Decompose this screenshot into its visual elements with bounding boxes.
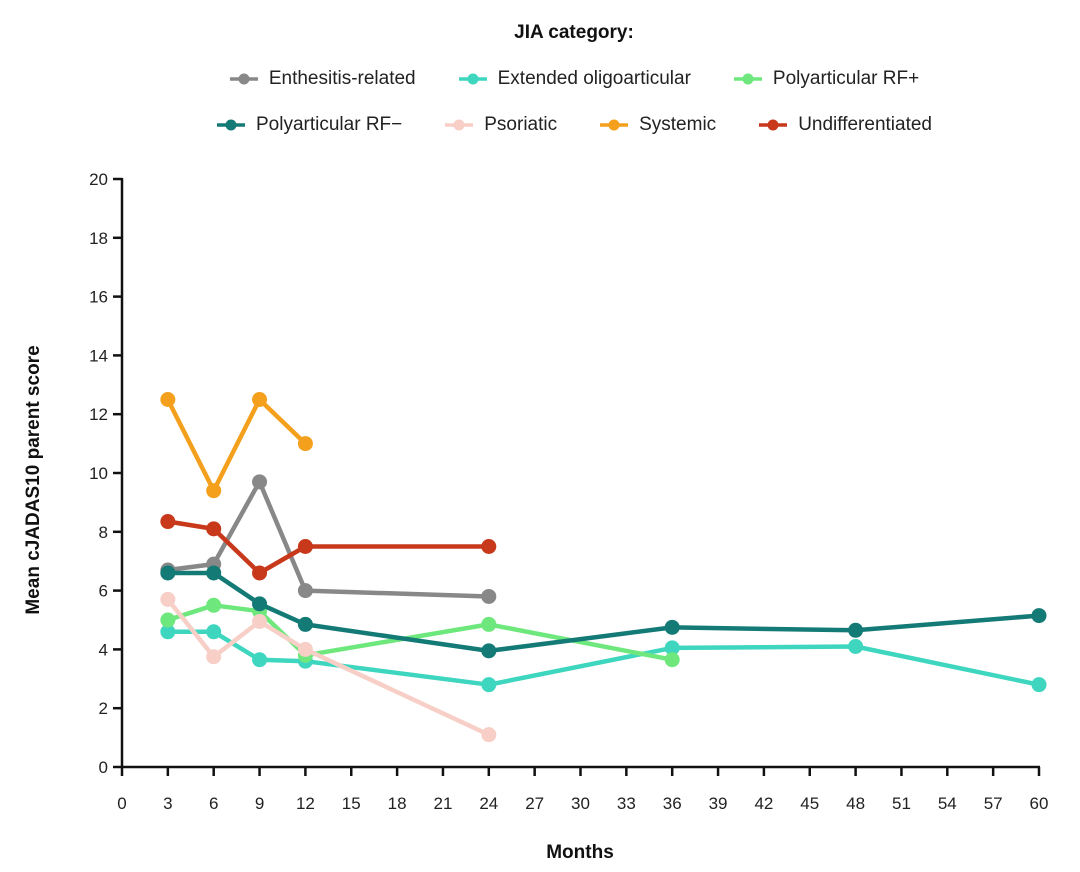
data-point-extended-oligoarticular <box>1031 677 1047 693</box>
data-point-extended-oligoarticular <box>252 652 268 668</box>
data-point-psoriatic <box>481 727 497 743</box>
data-point-systemic <box>297 436 313 452</box>
x-tick-label: 24 <box>479 794 498 813</box>
legend-label: Enthesitis-related <box>268 68 416 89</box>
legend-item-extended-oligoarticular: Extended oligoarticular <box>458 68 691 90</box>
data-point-enthesitis-related <box>297 583 313 599</box>
series-line-extended-oligoarticular <box>165 629 1042 687</box>
series-line-psoriatic <box>165 597 492 737</box>
x-tick-label: 42 <box>754 794 773 813</box>
y-tick-label: 4 <box>99 640 108 659</box>
x-tick-label: 36 <box>663 794 682 813</box>
legend-swatch-icon <box>759 119 788 131</box>
data-point-polyarticular-rf <box>252 596 268 612</box>
x-tick-label: 48 <box>846 794 865 813</box>
x-tick-label: 54 <box>938 794 957 813</box>
x-tick-label: 18 <box>388 794 407 813</box>
x-axis-title: Months <box>546 842 614 863</box>
x-tick-label: 6 <box>209 794 218 813</box>
legend-item-systemic: Systemic <box>599 114 716 136</box>
data-point-undifferentiated <box>297 539 313 554</box>
data-point-undifferentiated <box>252 565 268 581</box>
data-point-polyarticular-rf <box>848 622 864 638</box>
legend-swatch-icon <box>445 119 474 131</box>
data-point-extended-oligoarticular <box>160 624 176 640</box>
legend-row: Enthesitis-related Extended oligoarticula… <box>0 68 1080 90</box>
y-tick-label: 12 <box>89 405 108 424</box>
data-point-psoriatic <box>252 613 268 629</box>
legend-item-psoriatic: Psoriatic <box>444 114 557 136</box>
x-tick-label: 57 <box>984 794 1003 813</box>
y-tick-label: 20 <box>89 170 108 189</box>
data-point-extended-oligoarticular <box>848 638 864 654</box>
legend-label: Psoriatic <box>484 114 558 135</box>
legend-label: Undifferentiated <box>798 114 932 135</box>
y-tick-label: 16 <box>89 288 108 307</box>
legend-swatch-icon <box>229 73 258 85</box>
legend-swatch-icon <box>600 119 629 131</box>
x-tick-label: 27 <box>525 794 544 813</box>
y-tick-label: 2 <box>99 699 108 718</box>
y-axis-title: Mean cJADAS10 parent score <box>23 345 44 614</box>
data-point-psoriatic <box>206 649 222 665</box>
y-tick-label: 18 <box>89 229 108 248</box>
series-line-systemic <box>165 397 308 493</box>
x-tick-label: 15 <box>342 794 361 813</box>
data-point-polyarticular-rf <box>160 612 176 628</box>
y-tick-label: 10 <box>89 464 108 483</box>
legend-label: Polyarticular RF− <box>256 114 403 135</box>
data-point-enthesitis-related <box>481 588 497 604</box>
legend-swatch-icon <box>733 73 762 85</box>
data-point-psoriatic <box>297 641 313 657</box>
x-tick-label: 33 <box>617 794 636 813</box>
data-point-polyarticular-rf <box>664 652 680 668</box>
x-tick-label: 60 <box>1030 794 1049 813</box>
legend-label: Systemic <box>639 114 717 135</box>
legend-label: Extended oligoarticular <box>497 68 691 89</box>
data-point-systemic <box>206 483 222 499</box>
legend-row: Polyarticular RF− Psoriatic Systemic Undiff… <box>0 114 1080 136</box>
data-point-undifferentiated <box>160 514 176 530</box>
x-tick-label: 9 <box>255 794 264 813</box>
x-tick-label: 0 <box>117 794 126 813</box>
x-tick-label: 39 <box>709 794 728 813</box>
y-tick-label: 14 <box>89 346 108 365</box>
data-point-systemic <box>160 392 176 407</box>
y-tick-label: 0 <box>99 758 108 777</box>
x-tick-label: 45 <box>800 794 819 813</box>
legend-item-polyarticular-rf: Polyarticular RF− <box>216 114 402 136</box>
data-point-polyarticular-rf <box>206 565 222 581</box>
data-point-extended-oligoarticular <box>481 677 497 693</box>
x-tick-label: 21 <box>433 794 452 813</box>
x-tick-label: 3 <box>163 794 172 813</box>
data-point-psoriatic <box>160 591 176 607</box>
series-line-polyarticular-rf <box>165 570 1042 654</box>
x-tick-label: 30 <box>571 794 590 813</box>
data-point-polyarticular-rf <box>1031 608 1047 624</box>
data-point-polyarticular-rf <box>481 643 497 659</box>
data-point-undifferentiated <box>481 539 497 554</box>
data-point-polyarticular-rf <box>664 619 680 635</box>
data-point-polyarticular-rf <box>481 616 497 632</box>
data-point-polyarticular-rf <box>297 616 313 632</box>
data-point-enthesitis-related <box>252 474 268 490</box>
x-tick-label: 12 <box>296 794 315 813</box>
data-point-systemic <box>252 392 268 407</box>
data-point-extended-oligoarticular <box>664 640 680 656</box>
legend-item-undifferentiated: Undifferentiated <box>758 114 932 136</box>
y-tick-label: 8 <box>99 523 108 542</box>
legend-swatch-icon <box>217 119 245 131</box>
data-point-polyarticular-rf <box>206 597 222 613</box>
legend-swatch-icon <box>458 73 487 85</box>
legend-item-enthesitis-related: Enthesitis-related <box>229 68 416 90</box>
data-point-undifferentiated <box>206 521 222 537</box>
y-tick-label: 6 <box>99 582 108 601</box>
data-point-polyarticular-rf <box>160 565 176 581</box>
legend-title: JIA category: <box>514 22 634 43</box>
legend-item-polyarticular-rf: Polyarticular RF+ <box>733 68 919 90</box>
data-point-extended-oligoarticular <box>206 624 222 640</box>
legend-label: Polyarticular RF+ <box>772 68 920 89</box>
x-tick-label: 51 <box>892 794 911 813</box>
